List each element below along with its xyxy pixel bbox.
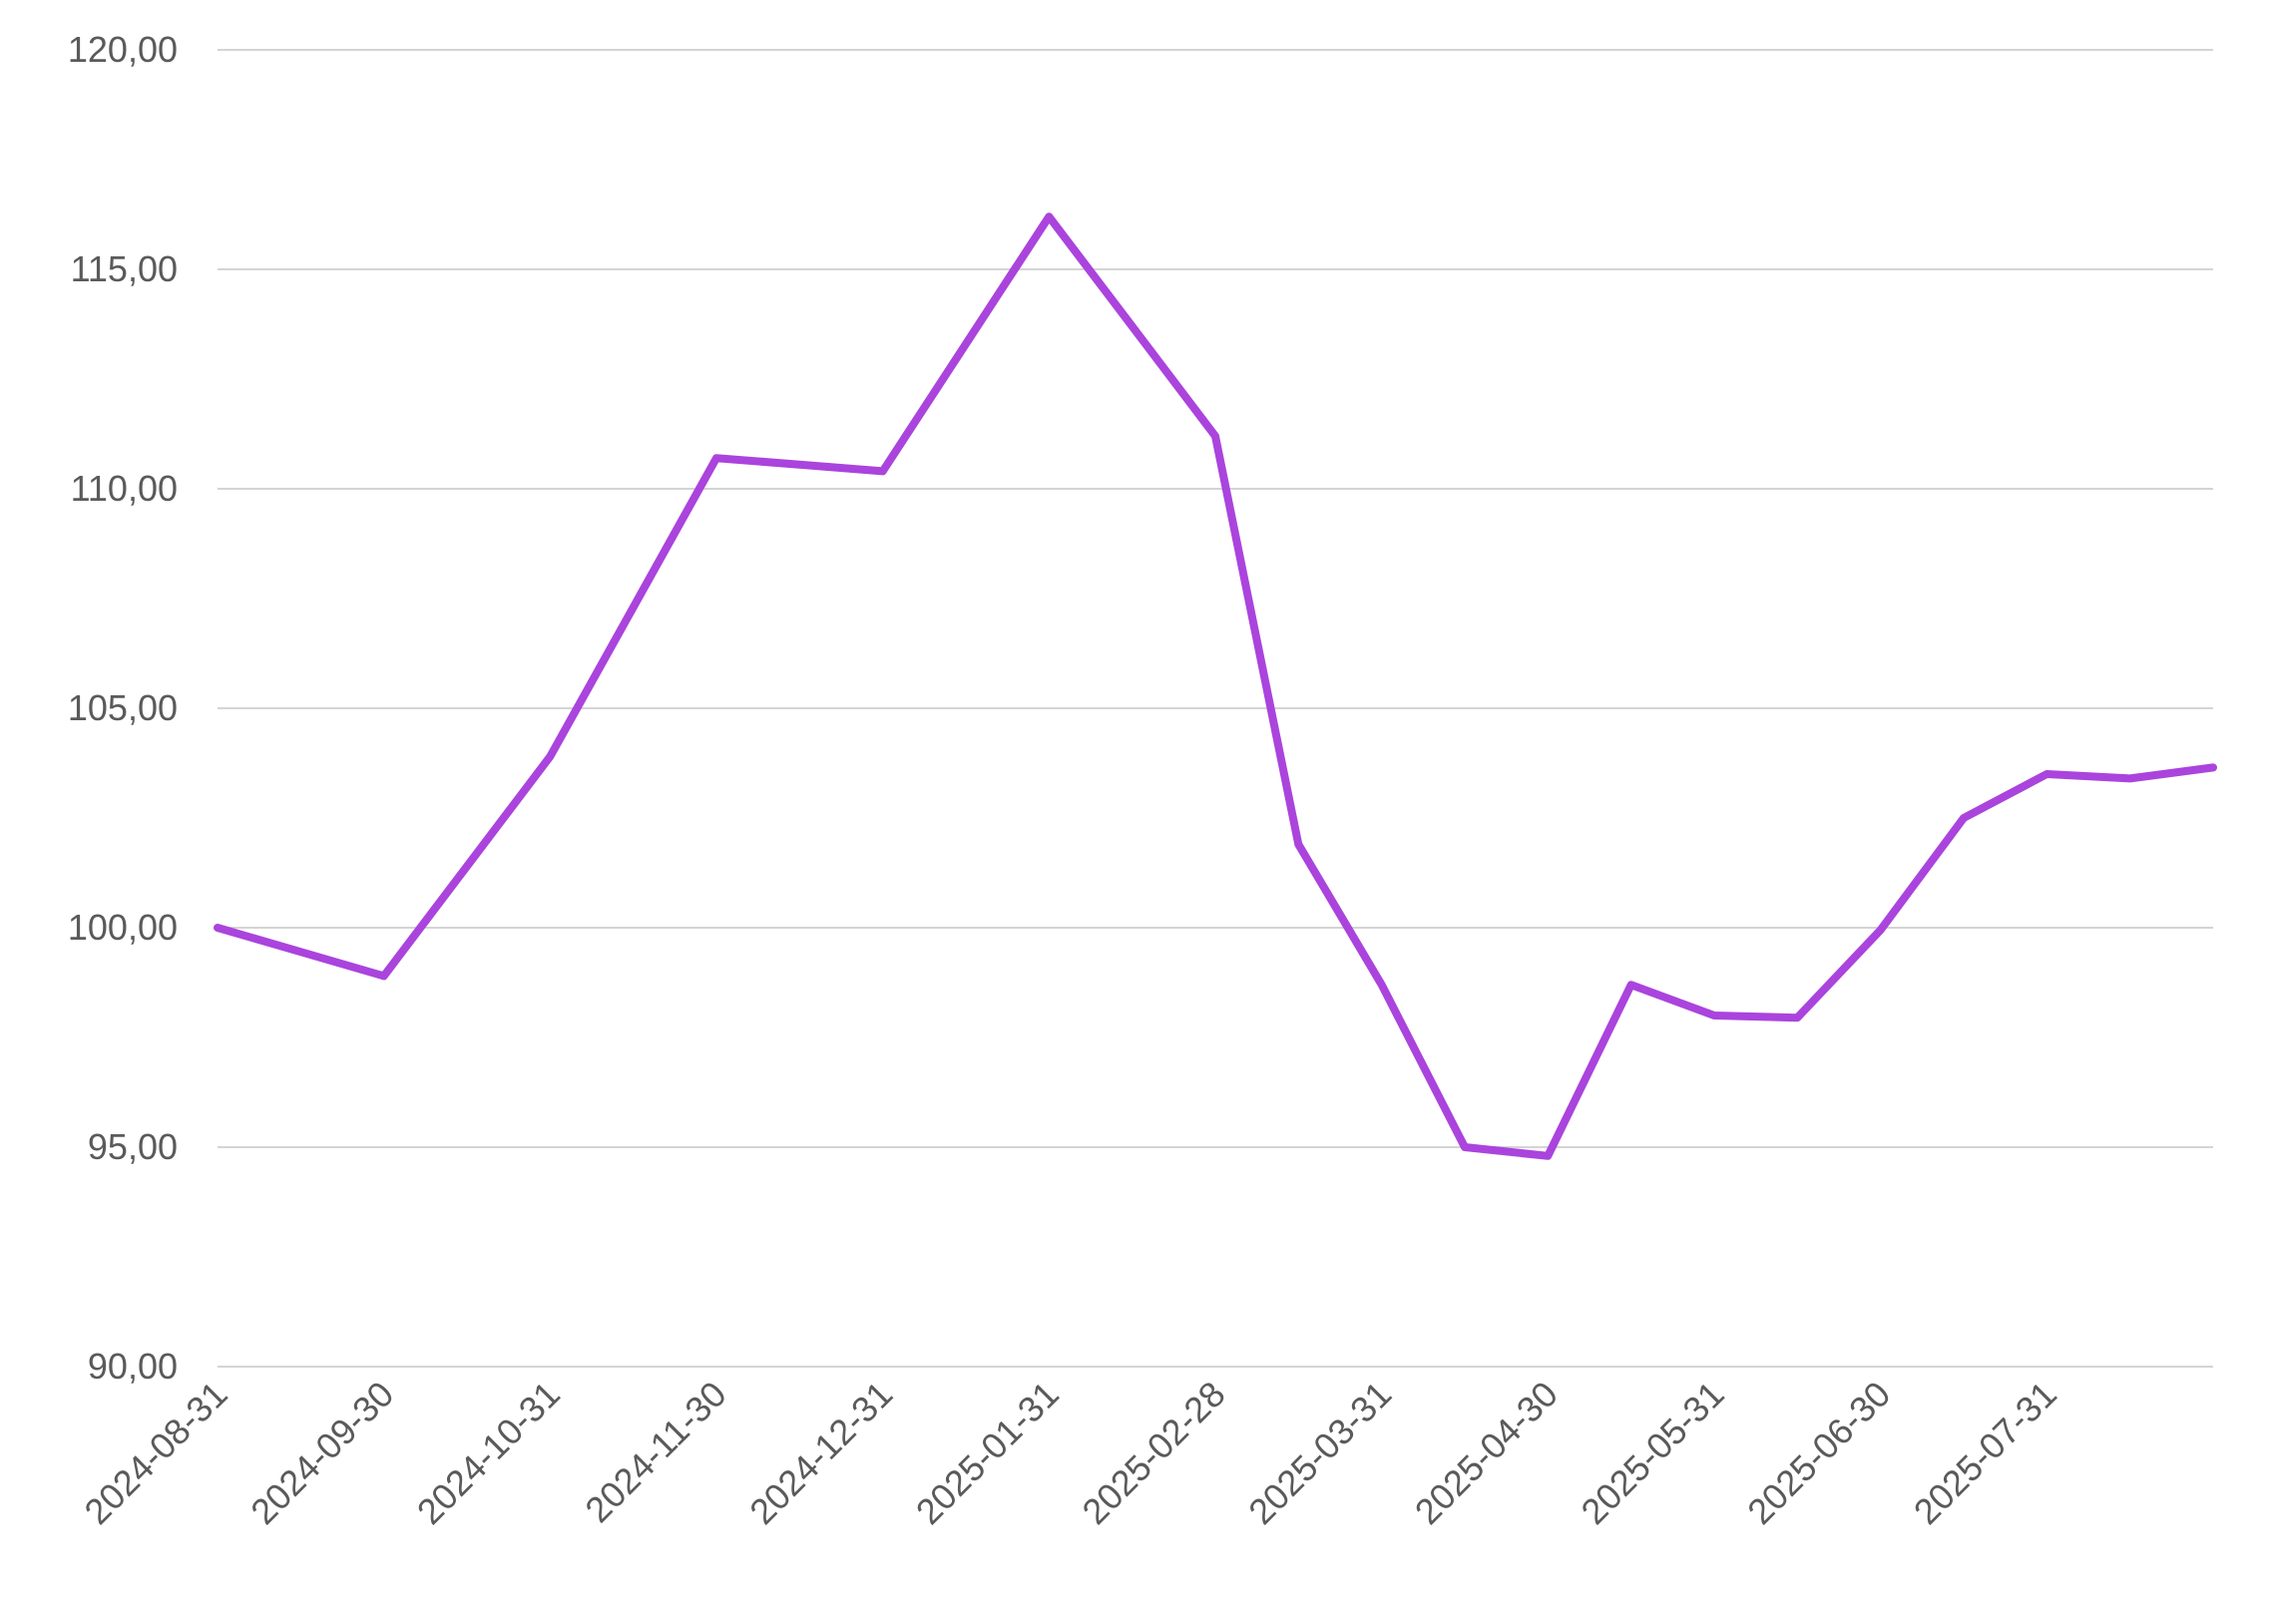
series-line <box>214 212 2217 1160</box>
data-point <box>2126 774 2134 782</box>
data-point <box>795 461 803 469</box>
data-point <box>1461 1143 1469 1151</box>
data-point <box>1294 840 1302 848</box>
data-point <box>1960 814 1968 822</box>
y-tick-label: 105,00 <box>68 687 178 728</box>
x-tick-label: 2024-10-31 <box>409 1374 568 1532</box>
x-tick-label: 2024-11-30 <box>577 1374 733 1530</box>
data-point <box>1378 981 1386 989</box>
series-group <box>214 212 2217 1160</box>
y-tick-label: 95,00 <box>88 1126 178 1167</box>
data-point <box>546 752 554 760</box>
data-point <box>1045 212 1053 220</box>
data-point <box>879 467 887 475</box>
data-point <box>2209 763 2217 771</box>
x-tick-label: 2025-01-31 <box>908 1374 1067 1532</box>
data-point <box>2043 770 2050 778</box>
data-point <box>1793 1014 1801 1021</box>
x-tick-label: 2025-05-31 <box>1573 1374 1731 1532</box>
y-tick-label: 100,00 <box>68 907 178 948</box>
x-tick-label: 2025-02-28 <box>1074 1374 1232 1532</box>
data-point <box>712 454 720 462</box>
data-point <box>962 340 970 348</box>
x-tick-label: 2024-09-30 <box>242 1374 401 1532</box>
data-point <box>630 604 638 611</box>
x-tick-label: 2025-06-30 <box>1739 1374 1898 1532</box>
data-point <box>296 948 304 956</box>
y-tick-label: 120,00 <box>68 29 178 70</box>
grid-lines <box>218 49 2213 1368</box>
data-point <box>380 972 388 980</box>
x-axis-ticks: 2024-08-31 2024-09-30 2024-10-31 2024-11-30… <box>76 1374 2064 1532</box>
y-axis-ticks: 90,00 95,00 100,00 105,00 110,00 115,00 120,00 <box>68 29 178 1387</box>
data-point <box>1710 1012 1718 1019</box>
data-point <box>1877 926 1885 934</box>
x-tick-label: 2025-04-30 <box>1407 1374 1566 1532</box>
y-tick-label: 90,00 <box>88 1346 178 1387</box>
data-point <box>1627 981 1635 989</box>
data-point <box>1211 432 1219 440</box>
data-point <box>463 862 471 870</box>
x-tick-label: 2025-07-31 <box>1906 1374 2064 1532</box>
data-point <box>214 924 222 932</box>
y-tick-label: 115,00 <box>71 248 178 289</box>
data-point <box>1129 322 1136 330</box>
x-tick-label: 2024-12-31 <box>741 1374 900 1532</box>
y-tick-label: 110,00 <box>71 468 178 509</box>
data-point <box>1544 1152 1552 1160</box>
x-tick-label: 2024-08-31 <box>76 1374 234 1532</box>
x-tick-label: 2025-03-31 <box>1240 1374 1399 1532</box>
